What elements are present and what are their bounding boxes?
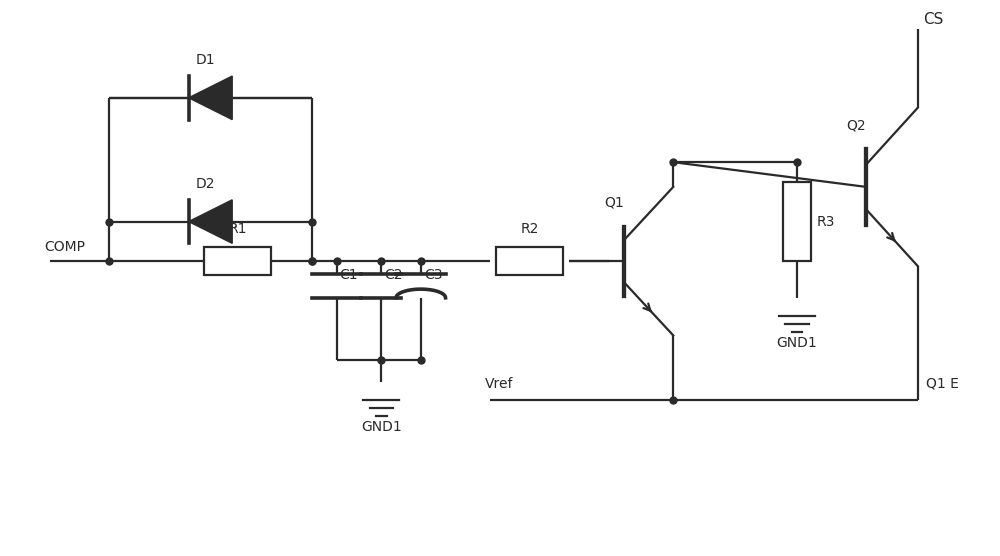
Text: Q1 E: Q1 E (926, 377, 959, 391)
Text: R3: R3 (817, 215, 835, 229)
Polygon shape (189, 76, 232, 120)
Text: GND1: GND1 (777, 336, 817, 350)
Text: D1: D1 (196, 53, 215, 67)
Text: C2: C2 (384, 268, 403, 282)
Text: C1: C1 (340, 268, 358, 282)
Text: GND1: GND1 (361, 420, 402, 434)
Text: R2: R2 (521, 222, 539, 236)
Text: Vref: Vref (485, 377, 514, 391)
Bar (496, 247, 563, 275)
Text: C3: C3 (424, 268, 442, 282)
Text: Q1: Q1 (604, 196, 624, 210)
Text: D2: D2 (196, 177, 215, 191)
Bar (204, 247, 271, 275)
Bar (783, 182, 811, 261)
Text: COMP: COMP (45, 240, 86, 254)
Text: R1: R1 (228, 222, 247, 236)
Text: Q2: Q2 (847, 118, 866, 132)
Polygon shape (189, 200, 232, 244)
Text: CS: CS (923, 12, 943, 27)
